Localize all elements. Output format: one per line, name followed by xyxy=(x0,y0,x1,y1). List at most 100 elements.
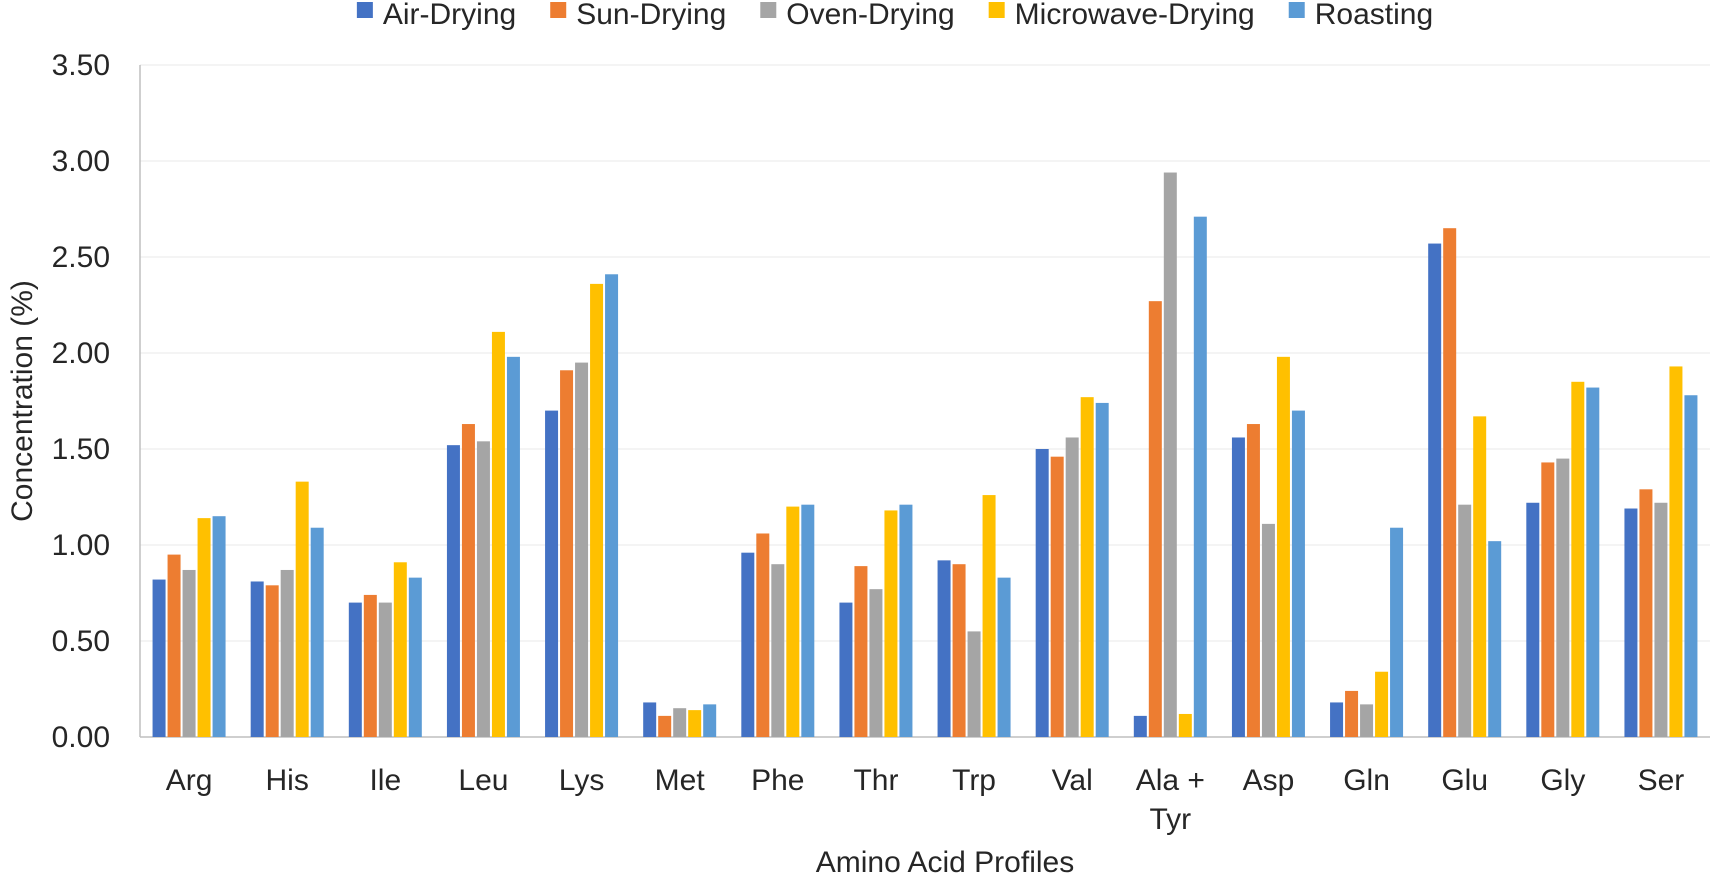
bar-sun-drying xyxy=(952,564,966,737)
bar-sun-drying xyxy=(1050,456,1064,737)
bar-air-drying xyxy=(839,602,853,737)
bar-sun-drying xyxy=(1443,228,1457,737)
legend-label: Oven-Drying xyxy=(786,0,954,31)
bar-oven-drying xyxy=(378,602,392,737)
bar-sun-drying xyxy=(1541,462,1555,737)
bar-microwave-drying xyxy=(1473,416,1487,737)
bar-roasting xyxy=(212,516,226,737)
bar-microwave-drying xyxy=(1080,397,1094,737)
bar-sun-drying xyxy=(756,533,770,737)
bar-microwave-drying xyxy=(491,331,505,737)
bar-roasting xyxy=(408,577,422,737)
legend-label: Sun-Drying xyxy=(576,0,726,31)
x-tick-label: Ala + xyxy=(1136,764,1205,797)
bar-roasting xyxy=(506,356,520,737)
bar-oven-drying xyxy=(1458,504,1472,737)
bar-oven-drying xyxy=(967,631,981,737)
x-axis-title: Amino Acid Profiles xyxy=(816,846,1074,878)
x-tick-label: Glu xyxy=(1441,764,1488,797)
bar-air-drying xyxy=(1428,243,1442,737)
bar-microwave-drying xyxy=(197,518,211,737)
bar-sun-drying xyxy=(854,566,868,737)
bar-oven-drying xyxy=(280,569,294,737)
x-tick-label: Ile xyxy=(369,764,401,797)
bar-oven-drying xyxy=(1360,704,1374,737)
bar-sun-drying xyxy=(658,715,672,737)
bar-air-drying xyxy=(1624,508,1638,737)
bar-air-drying xyxy=(643,702,657,737)
bar-microwave-drying xyxy=(786,506,800,737)
bar-roasting xyxy=(1291,410,1305,737)
bar-sun-drying xyxy=(1246,424,1260,737)
x-tick-label: Phe xyxy=(751,764,804,797)
legend-label: Microwave-Drying xyxy=(1015,0,1255,31)
bar-roasting xyxy=(1586,387,1600,737)
bar-microwave-drying xyxy=(1571,381,1585,737)
bar-sun-drying xyxy=(1639,489,1653,737)
bar-air-drying xyxy=(446,445,460,737)
bar-microwave-drying xyxy=(1178,713,1192,737)
bar-air-drying xyxy=(1330,702,1344,737)
y-tick-label: 0.50 xyxy=(52,625,110,658)
y-axis-title: Concentration (%) xyxy=(6,280,39,522)
x-tick-label: Arg xyxy=(166,764,213,797)
legend-swatch xyxy=(356,2,373,18)
bar-roasting xyxy=(997,577,1011,737)
y-tick-label: 2.50 xyxy=(52,241,110,274)
x-tick-label: Lys xyxy=(559,764,605,797)
bar-oven-drying xyxy=(575,362,589,737)
bar-microwave-drying xyxy=(688,710,702,737)
bar-roasting xyxy=(1488,541,1502,737)
x-tick-label: Gly xyxy=(1540,764,1585,797)
bar-roasting xyxy=(1684,395,1698,737)
x-tick-label: Asp xyxy=(1243,764,1295,797)
bar-oven-drying xyxy=(1163,172,1177,737)
bar-roasting xyxy=(605,274,619,737)
bar-air-drying xyxy=(348,602,362,737)
bar-oven-drying xyxy=(1261,523,1275,737)
bar-air-drying xyxy=(937,560,951,737)
bar-sun-drying xyxy=(560,370,574,737)
bar-oven-drying xyxy=(673,708,687,737)
bar-oven-drying xyxy=(771,564,785,737)
bar-air-drying xyxy=(1133,715,1147,737)
y-tick-label: 0.00 xyxy=(52,721,110,754)
x-tick-label: Leu xyxy=(458,764,508,797)
legend-swatch xyxy=(988,2,1005,18)
x-tick-label: Trp xyxy=(952,764,996,797)
bar-air-drying xyxy=(1035,449,1049,737)
bar-oven-drying xyxy=(476,441,490,737)
legend-swatch xyxy=(760,2,777,18)
bar-microwave-drying xyxy=(1276,356,1290,737)
x-tick-label: His xyxy=(266,764,309,797)
y-tick-label: 3.50 xyxy=(52,49,110,82)
bar-air-drying xyxy=(545,410,559,737)
bar-microwave-drying xyxy=(295,481,309,737)
bar-roasting xyxy=(703,704,717,737)
bar-roasting xyxy=(899,504,913,737)
bar-sun-drying xyxy=(167,554,181,737)
bar-sun-drying xyxy=(1148,301,1162,737)
bar-roasting xyxy=(1193,216,1207,737)
y-tick-label: 2.00 xyxy=(52,337,110,370)
bar-roasting xyxy=(310,527,324,737)
legend-label: Roasting xyxy=(1315,0,1433,31)
bar-microwave-drying xyxy=(982,495,996,737)
bar-sun-drying xyxy=(363,594,377,737)
bar-microwave-drying xyxy=(1669,366,1683,737)
bar-roasting xyxy=(1390,527,1404,737)
bar-air-drying xyxy=(741,552,755,737)
y-tick-label: 3.00 xyxy=(52,145,110,178)
legend-swatch xyxy=(1288,2,1305,18)
x-tick-label: Met xyxy=(655,764,706,797)
bar-oven-drying xyxy=(1654,502,1668,737)
bar-air-drying xyxy=(152,579,166,737)
bar-roasting xyxy=(1095,402,1109,737)
x-tick-label: Tyr xyxy=(1149,803,1191,836)
bar-air-drying xyxy=(1231,437,1245,737)
bar-oven-drying xyxy=(182,569,196,737)
x-tick-label: Ser xyxy=(1638,764,1685,797)
bar-oven-drying xyxy=(1556,458,1570,737)
bar-air-drying xyxy=(1526,502,1540,737)
